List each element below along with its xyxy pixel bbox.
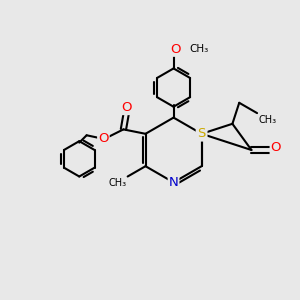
Text: O: O xyxy=(271,141,281,154)
Text: CH₃: CH₃ xyxy=(259,115,277,124)
Text: CH₃: CH₃ xyxy=(190,44,209,54)
Text: N: N xyxy=(197,127,206,140)
Text: O: O xyxy=(122,101,132,114)
Text: O: O xyxy=(170,43,180,56)
Text: O: O xyxy=(98,132,109,145)
Text: CH₃: CH₃ xyxy=(108,178,126,188)
Text: S: S xyxy=(197,127,206,140)
Text: N: N xyxy=(169,176,178,189)
